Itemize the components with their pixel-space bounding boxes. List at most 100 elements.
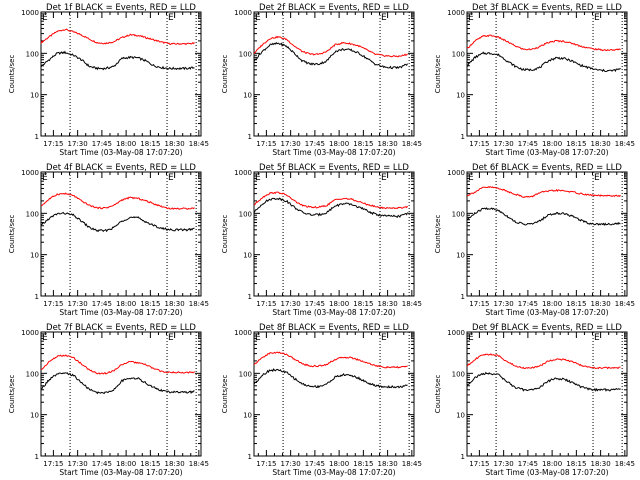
chart-svg: Det 9f BLACK = Events, RED = LLD 1 10 100 10… [434,323,635,477]
x-axis-label: Start Time (03-May-08 17:07:20) [272,468,395,477]
x-tick-label: 18:45 [189,140,209,148]
y-tick-label: 100 [452,370,465,378]
e-marker: E [468,333,474,343]
y-tick-label: 1000 [447,9,465,17]
e-marker: E [255,333,261,343]
x-tick-label: 18:30 [165,460,185,468]
plot-frame [253,331,415,457]
events-series-line [253,197,408,219]
plot-frame [466,331,628,457]
y-tick-label: 1 [461,293,465,301]
y-axis-label: Counts/sec [221,215,229,254]
e-marker: E [468,13,474,23]
x-tick-label: 17:30 [494,140,514,148]
e-marker: E [594,13,600,23]
x-tick-label: 17:15 [469,300,489,308]
x-tick-label: 17:45 [305,300,325,308]
plot-frame [253,11,415,137]
events-series-line [466,371,621,392]
x-tick-label: 18:45 [189,460,209,468]
x-tick-label: 18:30 [591,300,611,308]
events-series-line [253,368,408,389]
x-tick-label: 17:45 [518,460,538,468]
x-tick-label: 17:30 [494,300,514,308]
x-tick-label: 17:15 [43,300,63,308]
chart-title: Det 6f BLACK = Events, RED = LLD [472,163,622,173]
x-tick-label: 18:45 [615,300,635,308]
e-marker: E [381,13,387,23]
y-tick-label: 1 [248,133,252,141]
chart-svg: Det 8f BLACK = Events, RED = LLD 1 10 100 10… [221,323,422,477]
e-marker: E [168,333,174,343]
x-tick-label: 17:30 [68,460,88,468]
y-tick-label: 1000 [234,9,252,17]
chart-svg: Det 6f BLACK = Events, RED = LLD 1 10 100 10… [434,163,635,317]
x-tick-label: 18:15 [566,300,586,308]
x-axis-label: Start Time (03-May-08 17:07:20) [59,468,182,477]
e-marker: E [42,13,48,23]
y-axis-label: Counts/sec [434,215,442,254]
x-tick-label: 18:15 [353,140,373,148]
detector-panel-4: Det 4f BLACK = Events, RED = LLD 1 10 100 10… [0,160,213,320]
events-series-line [40,50,195,71]
lld-series-line [466,353,621,370]
y-axis-label: Counts/sec [221,375,229,414]
e-marker: E [42,333,48,343]
chart-title: Det 3f BLACK = Events, RED = LLD [472,3,622,13]
plot-frame [40,331,202,457]
events-series-line [253,41,408,70]
e-marker: E [168,13,174,23]
x-tick-label: 17:45 [92,460,112,468]
detector-panel-5: Det 5f BLACK = Events, RED = LLD 1 10 100 10… [213,160,426,320]
e-marker: E [255,173,261,183]
y-tick-label: 100 [26,210,39,218]
x-tick-label: 17:15 [469,140,489,148]
plot-frame [466,171,628,297]
x-tick-label: 18:00 [542,140,562,148]
x-tick-label: 18:00 [116,140,136,148]
x-tick-label: 17:45 [305,460,325,468]
y-tick-label: 10 [30,412,39,420]
x-tick-label: 18:45 [615,460,635,468]
e-marker: E [168,173,174,183]
x-tick-label: 17:30 [281,460,301,468]
events-series-line [466,51,621,73]
e-marker: E [468,173,474,183]
y-tick-label: 10 [456,92,465,100]
y-tick-label: 10 [30,92,39,100]
detector-panel-9: Det 9f BLACK = Events, RED = LLD 1 10 100 10… [426,320,639,480]
y-tick-label: 1000 [447,329,465,337]
lld-series-line [253,35,408,58]
y-tick-label: 1000 [447,169,465,177]
y-axis-label: Counts/sec [8,215,16,254]
y-tick-label: 100 [239,210,252,218]
x-axis-label: Start Time (03-May-08 17:07:20) [272,308,395,317]
x-tick-label: 18:30 [378,140,398,148]
y-tick-label: 100 [452,50,465,58]
detector-panel-6: Det 6f BLACK = Events, RED = LLD 1 10 100 10… [426,160,639,320]
x-tick-label: 17:30 [494,460,514,468]
e-marker: E [594,173,600,183]
y-tick-label: 1000 [21,169,39,177]
x-axis-label: Start Time (03-May-08 17:07:20) [59,308,182,317]
x-tick-label: 18:30 [165,140,185,148]
x-tick-label: 17:30 [68,140,88,148]
x-tick-label: 17:15 [43,460,63,468]
chart-title: Det 7f BLACK = Events, RED = LLD [46,323,196,333]
x-axis-label: Start Time (03-May-08 17:07:20) [59,148,182,157]
chart-title: Det 9f BLACK = Events, RED = LLD [472,323,622,333]
plot-frame [253,171,415,297]
x-tick-label: 18:15 [566,140,586,148]
lld-series-line [253,191,408,210]
chart-title: Det 1f BLACK = Events, RED = LLD [46,3,196,13]
x-tick-label: 18:00 [329,300,349,308]
plot-frame [40,171,202,297]
x-tick-label: 18:45 [615,140,635,148]
x-tick-label: 18:30 [165,300,185,308]
y-tick-label: 10 [243,92,252,100]
x-tick-label: 18:00 [329,140,349,148]
x-axis-label: Start Time (03-May-08 17:07:20) [485,468,608,477]
y-tick-label: 100 [26,50,39,58]
y-tick-label: 1 [461,453,465,461]
